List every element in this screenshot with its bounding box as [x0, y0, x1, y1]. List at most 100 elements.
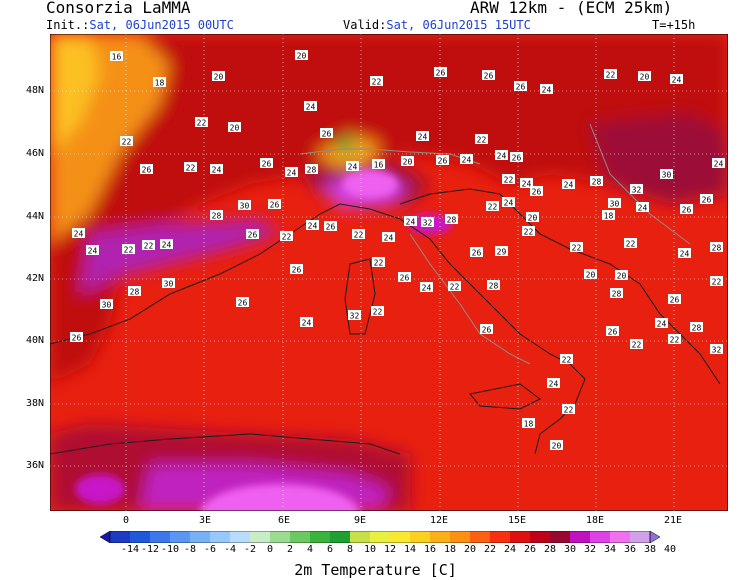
lat-label: 36N: [26, 460, 45, 471]
station-value-box: [404, 216, 417, 226]
colorbar-title: 2m Temperature [C]: [294, 561, 457, 579]
station-value-label: 26: [398, 272, 411, 282]
station-value-text: 26: [482, 325, 492, 334]
station-value-label: 26: [268, 199, 281, 209]
colorbar-tick-label: 22: [483, 544, 497, 555]
station-value-box: [638, 71, 651, 81]
station-value-label: 22: [604, 69, 617, 79]
station-value-label: 28: [210, 210, 223, 220]
station-value-text: 22: [488, 202, 498, 211]
station-value-label: 26: [70, 332, 83, 342]
station-value-box: [372, 159, 385, 169]
station-value-text: 28: [692, 323, 702, 332]
station-value-text: 20: [640, 72, 650, 81]
station-value-label: 20: [638, 71, 651, 81]
station-value-label: 26: [324, 221, 337, 231]
station-value-text: 22: [632, 340, 642, 349]
model-title: ARW 12km - (ECM 25km): [470, 0, 673, 17]
station-value-label: 28: [690, 322, 703, 332]
station-value-text: 29: [497, 247, 507, 256]
station-value-text: 26: [270, 200, 280, 209]
station-value-text: 24: [306, 102, 316, 111]
station-value-box: [547, 378, 560, 388]
colorbar-tick-label: 20: [463, 544, 477, 555]
station-value-text: 18: [524, 419, 534, 428]
station-value-box: [470, 247, 483, 257]
station-value-text: 26: [262, 159, 272, 168]
forecast-step: T=+15h: [652, 18, 696, 32]
station-value-box: [615, 270, 628, 280]
station-value-label: 20: [615, 270, 628, 280]
station-value-text: 22: [450, 282, 460, 291]
station-value-label: 24: [520, 178, 533, 188]
lon-label: 12E: [430, 515, 449, 526]
station-value-text: 28: [612, 289, 622, 298]
station-value-box: [562, 179, 575, 189]
station-value-text: 22: [712, 277, 722, 286]
station-value-label: 26: [320, 128, 333, 138]
station-value-label: 24: [670, 74, 683, 84]
station-value-label: 22: [372, 257, 385, 267]
valid-value: Sat, 06Jun2015 15UTC: [386, 18, 531, 32]
station-value-label: 26: [246, 229, 259, 239]
station-value-label: 24: [540, 84, 553, 94]
lon-label: 0: [123, 515, 130, 526]
station-value-box: [560, 354, 573, 364]
station-value-label: 28: [590, 176, 603, 186]
station-value-text: 24: [680, 249, 690, 258]
station-value-label: 22: [562, 404, 575, 414]
station-value-box: [421, 217, 434, 227]
station-value-label: 24: [712, 158, 725, 168]
lon-label: 6E: [278, 515, 291, 526]
station-value-box: [630, 184, 643, 194]
station-value-label: 30: [608, 198, 621, 208]
station-value-box: [502, 174, 515, 184]
station-value-box: [700, 194, 713, 204]
station-value-text: 22: [354, 230, 364, 239]
station-value-box: [602, 210, 615, 220]
colorbar-swatch: [370, 531, 391, 543]
station-value-label: 24: [160, 239, 173, 249]
station-value-box: [514, 81, 527, 91]
init-time: Init.:Sat, 06Jun2015 00UTC: [46, 18, 234, 32]
colorbar-frame: [109, 531, 651, 543]
station-value-label: 24: [678, 248, 691, 258]
colorbar-swatch: [310, 531, 331, 543]
station-value-label: 24: [346, 161, 359, 171]
station-value-text: 28: [307, 165, 317, 174]
station-value-label: 24: [306, 220, 319, 230]
init-label: Init.:: [46, 18, 90, 32]
colorbar-swatch: [350, 531, 371, 543]
station-value-box: [382, 232, 395, 242]
station-value-label: 29: [495, 246, 508, 256]
station-value-label: 24: [636, 202, 649, 212]
station-value-text: 22: [626, 239, 636, 248]
station-value-text: 26: [438, 156, 448, 165]
station-value-text: 24: [638, 203, 648, 212]
station-value-text: 22: [124, 245, 134, 254]
colorbar-swatch: [390, 531, 411, 543]
station-value-label: 24: [460, 154, 473, 164]
station-value-box: [712, 158, 725, 168]
station-value-box: [670, 74, 683, 84]
station-value-text: 26: [532, 187, 542, 196]
station-value-text: 24: [422, 283, 432, 292]
colorbar-swatch: [430, 531, 451, 543]
colorbar-tick-label: -12: [140, 544, 160, 555]
station-value-text: 24: [88, 246, 98, 255]
lon-label: 3E: [199, 515, 212, 526]
station-value-box: [510, 152, 523, 162]
station-value-text: 20: [230, 123, 240, 132]
colorbar-tick-label: 38: [643, 544, 657, 555]
station-value-text: 26: [512, 153, 522, 162]
station-value-label: 24: [502, 197, 515, 207]
station-value-box: [710, 344, 723, 354]
colorbar-tick-label: 12: [383, 544, 397, 555]
station-value-label: 26: [434, 67, 447, 77]
station-value-box: [140, 164, 153, 174]
colorbar-max-arrow: [649, 531, 660, 543]
lat-label: 46N: [26, 148, 45, 159]
station-value-box: [636, 202, 649, 212]
station-value-text: 20: [403, 157, 413, 166]
